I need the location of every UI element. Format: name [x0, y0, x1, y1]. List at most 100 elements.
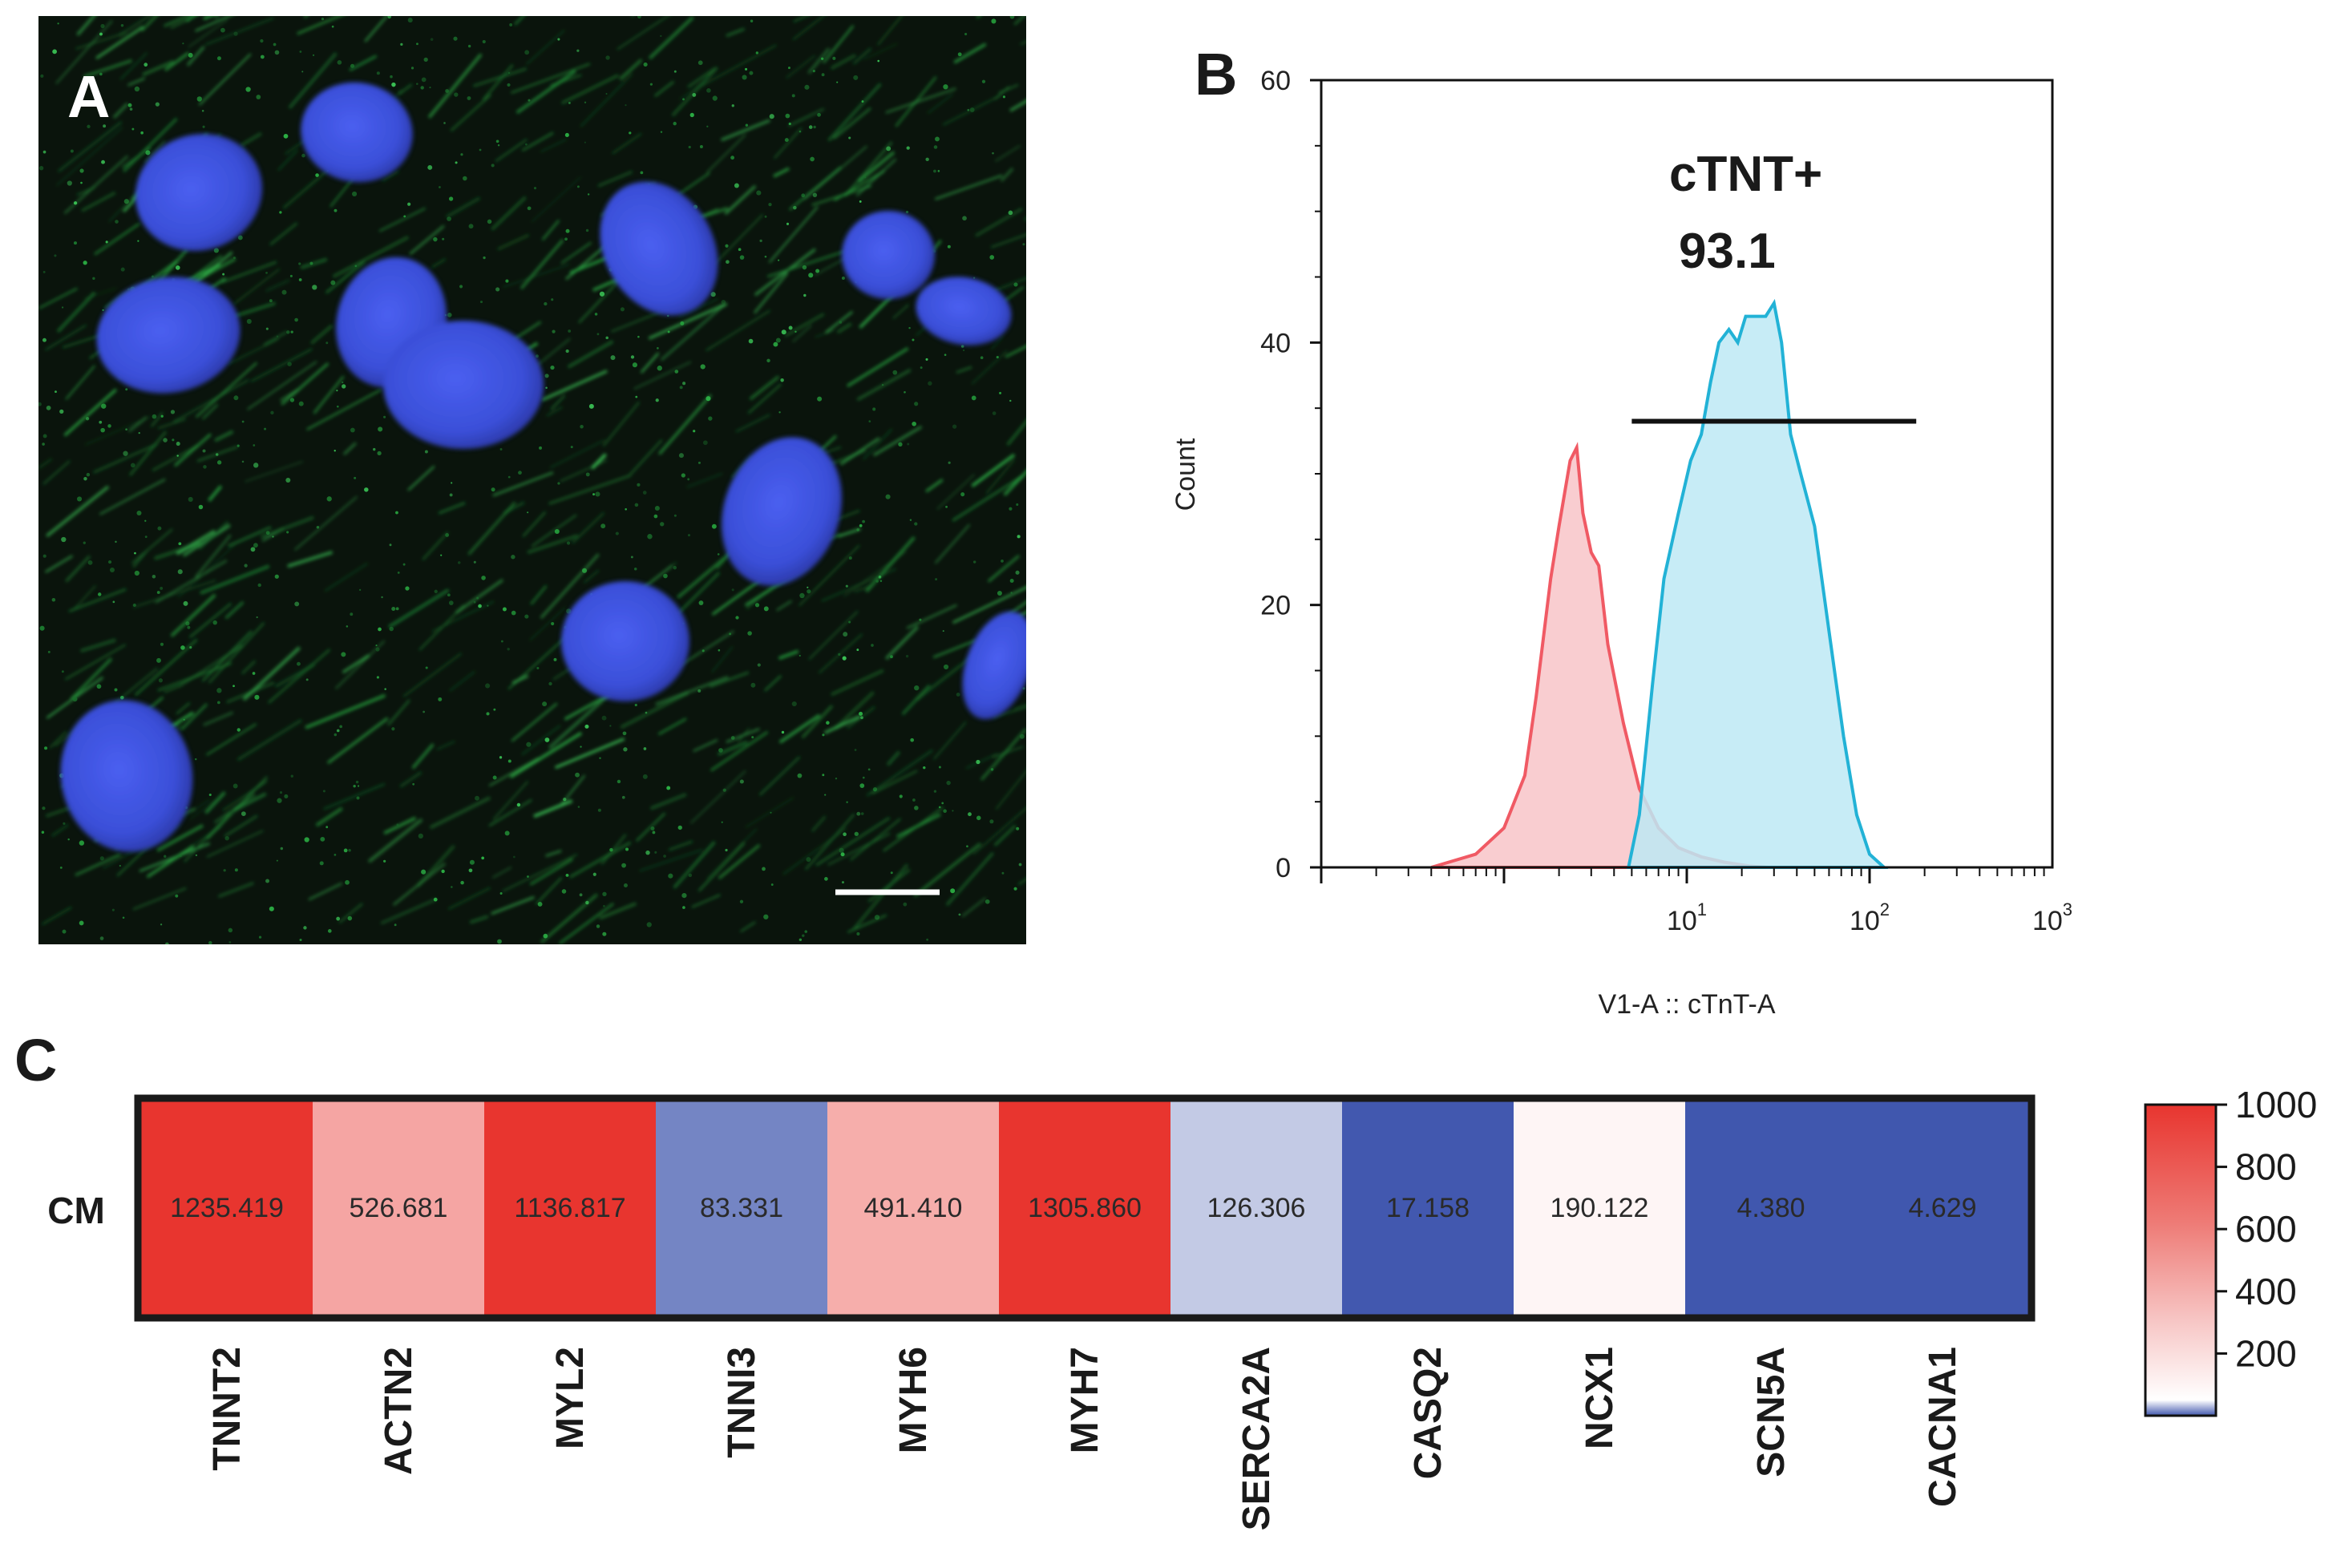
- fiber-strand: [754, 272, 789, 314]
- fiber-strand: [602, 401, 641, 447]
- fiber-strand: [173, 378, 249, 423]
- nuclei: [60, 82, 1026, 852]
- fiber-strand: [549, 439, 606, 468]
- fiber-strand: [776, 600, 793, 612]
- fiber-strand: [469, 915, 489, 924]
- fiber-strand: [491, 896, 535, 915]
- fiber-speck: [997, 590, 1002, 596]
- fiber-speck: [507, 475, 511, 479]
- fiber-speck: [208, 940, 212, 944]
- fiber-speck: [119, 864, 121, 867]
- fiber-speck: [527, 511, 529, 514]
- fiber-speck: [609, 725, 612, 727]
- fiber-strand: [885, 87, 956, 114]
- fiber-speck: [354, 476, 357, 479]
- fiber-speck: [754, 603, 760, 608]
- fiber-speck: [738, 248, 742, 252]
- fiber-speck: [378, 627, 382, 632]
- fiber-strand: [531, 176, 582, 223]
- fiber-speck: [39, 625, 45, 631]
- fiber-strand: [287, 550, 334, 568]
- fiber-strand: [850, 818, 901, 861]
- fiber-speck: [429, 87, 431, 89]
- fiber-speck: [280, 847, 284, 851]
- fiber-speck: [198, 504, 204, 510]
- fiber-strand: [55, 20, 113, 84]
- fiber-strand: [862, 428, 893, 461]
- fiber-speck: [557, 38, 560, 41]
- fiber-speck: [468, 224, 474, 229]
- fiber-speck: [183, 718, 185, 721]
- category-label-scn5a: SCN5A: [1750, 1347, 1793, 1477]
- fiber-strand: [740, 921, 756, 932]
- fiber-speck: [726, 260, 730, 265]
- fiber-strand: [865, 535, 916, 593]
- fiber-speck: [342, 384, 346, 389]
- fiber-speck: [577, 806, 580, 808]
- fiber-speck: [312, 285, 317, 290]
- heatmap-cell-actn2: [313, 1101, 485, 1315]
- fiber-strand: [687, 67, 716, 88]
- fiber-strand: [965, 753, 998, 770]
- fiber-speck: [491, 487, 495, 492]
- fiber-speck: [144, 63, 148, 67]
- fiber-strand: [123, 117, 178, 173]
- fiber-speck: [265, 531, 270, 535]
- fiber-speck: [253, 444, 256, 447]
- fiber-speck: [254, 694, 260, 700]
- category-label-cacna1: CACNA1: [1922, 1347, 1964, 1507]
- fiber-strand: [224, 814, 258, 838]
- fiber-strand: [144, 140, 166, 164]
- fiber-speck: [551, 621, 555, 626]
- fiber-speck: [1009, 399, 1012, 402]
- fiber-strand: [778, 649, 799, 660]
- fiber-speck: [952, 424, 957, 429]
- fiber-speck: [99, 32, 103, 36]
- fiber-strand: [85, 415, 152, 446]
- fiber-strand: [438, 501, 466, 515]
- fiber-speck: [290, 774, 293, 778]
- fiber-speck: [592, 872, 596, 876]
- fiber-strand: [956, 366, 972, 374]
- fiber-speck: [389, 544, 392, 547]
- fiber-speck: [320, 836, 325, 842]
- fiber-strand: [857, 151, 896, 183]
- fiber-strand: [325, 261, 366, 294]
- fiber-speck: [693, 430, 696, 433]
- fiber-speck: [301, 71, 304, 73]
- fiber-strand: [511, 63, 591, 94]
- fiber-speck: [253, 543, 258, 548]
- fiber-strand: [119, 52, 148, 80]
- fiber-speck: [722, 788, 726, 792]
- heatmap-cell-tnnt2: [141, 1101, 313, 1315]
- y-axis-label: Count: [1170, 438, 1201, 511]
- fiber-speck: [937, 170, 940, 172]
- fiber-speck: [134, 570, 139, 576]
- fiber-speck: [42, 270, 46, 273]
- fiber-strand: [427, 53, 483, 119]
- fiber-speck: [868, 420, 871, 422]
- fiber-speck: [241, 460, 245, 463]
- fiber-speck: [942, 630, 944, 632]
- fiber-strand: [834, 690, 875, 730]
- fiber-strand: [45, 555, 73, 573]
- fiber-speck: [47, 650, 51, 653]
- fiber-speck: [919, 618, 922, 621]
- fiber-speck: [145, 150, 151, 156]
- fiber-speck: [383, 415, 386, 418]
- fiber-speck: [391, 727, 395, 731]
- fiber-speck: [996, 355, 999, 359]
- fiber-speck: [788, 67, 790, 70]
- fiber-speck: [59, 866, 63, 869]
- fiber-speck: [40, 74, 44, 78]
- fiber-strand: [511, 674, 529, 685]
- fiber-speck: [544, 301, 548, 306]
- y-tick-label: 60: [1260, 66, 1291, 96]
- fiber-speck: [762, 867, 766, 871]
- fiber-speck: [233, 31, 238, 36]
- fiber-speck: [764, 255, 767, 258]
- fiber-speck: [265, 879, 270, 883]
- fiber-speck: [584, 724, 589, 729]
- fiber-strand: [766, 250, 846, 278]
